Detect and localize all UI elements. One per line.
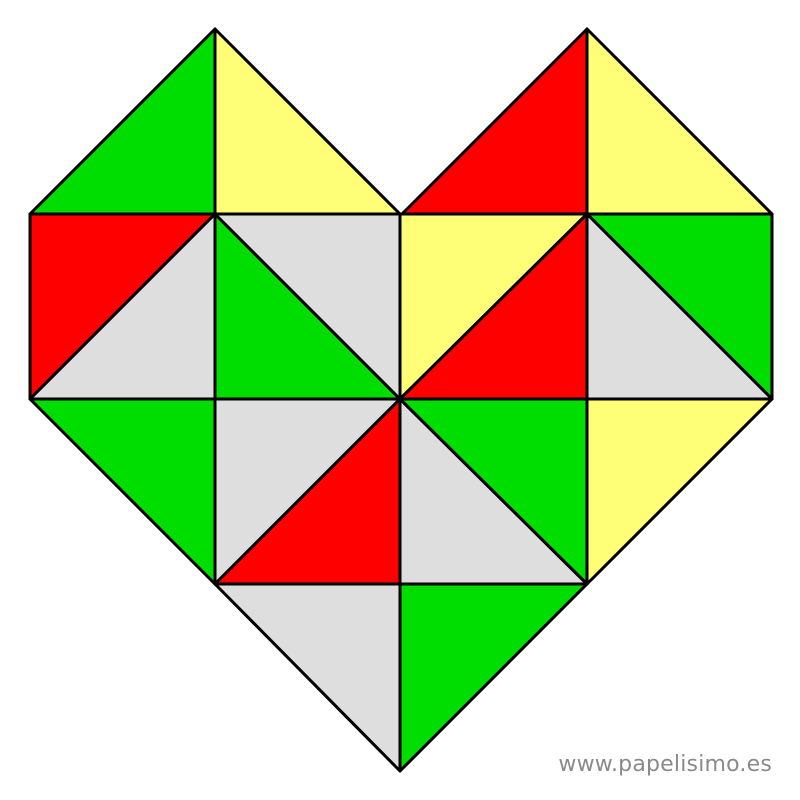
tile-top-right-upper-right: [585, 27, 774, 216]
tile-bottom-right: [398, 582, 589, 773]
tile-bottom-left: [213, 582, 402, 773]
tile-row3-col1-upper-right: [28, 397, 217, 586]
website-watermark: www.papelisimo.es: [558, 752, 772, 777]
tile-top-left-upper-right: [213, 27, 402, 216]
tile-top-right-upper-left: [400, 27, 589, 216]
tile-row3-col4-upper-left: [585, 397, 774, 586]
tile-top-left-upper-left: [28, 27, 217, 216]
